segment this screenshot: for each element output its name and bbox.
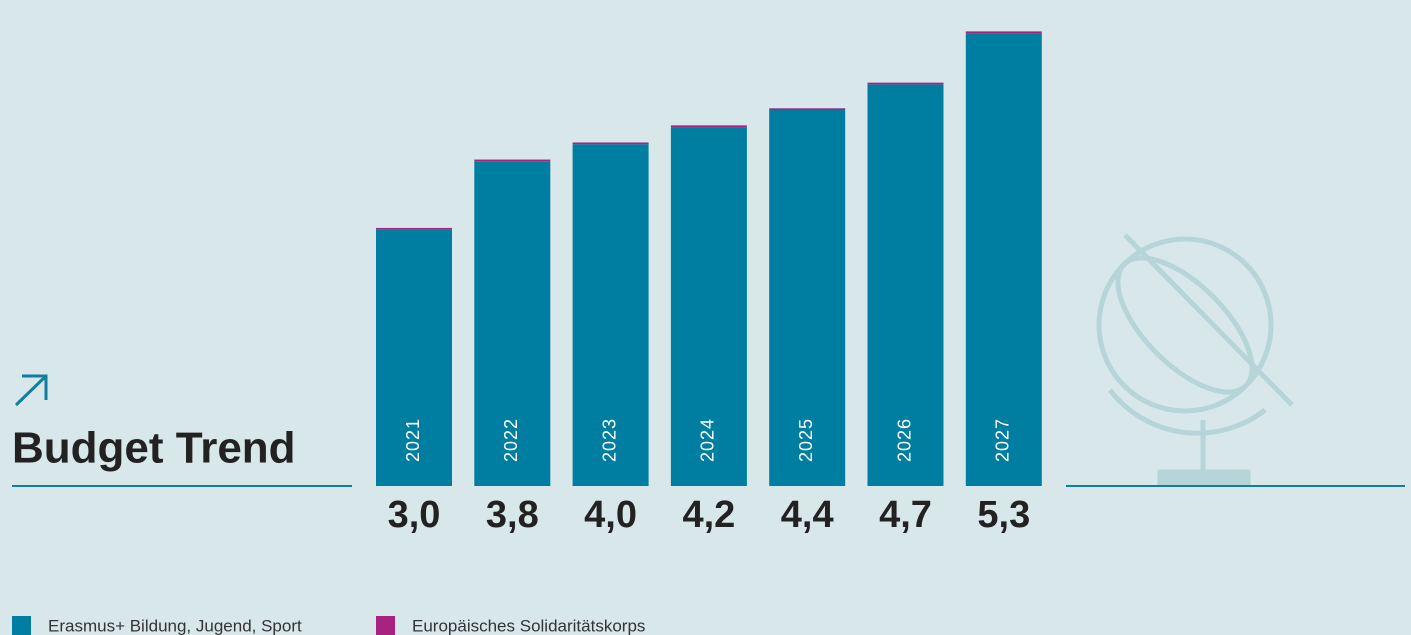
- bar: [671, 125, 747, 127]
- value-label: 4,4: [781, 494, 834, 536]
- legend-label: Erasmus+ Bildung, Jugend, Sport: [48, 616, 302, 635]
- category-label: 2025: [796, 418, 816, 462]
- legend-label: Europäisches Solidaritätskorps: [412, 616, 645, 635]
- value-label: 4,7: [879, 494, 932, 536]
- legend-swatch: [376, 616, 395, 635]
- value-label: 3,8: [486, 494, 539, 536]
- chart: Budget Trend 2021 3,0 2022 3,8 2023 4,0 2024 4,…: [0, 0, 1411, 635]
- bar: [966, 31, 1042, 33]
- value-label: 3,0: [388, 494, 441, 536]
- category-label: 2022: [501, 418, 521, 462]
- bar: [868, 83, 944, 85]
- chart-title: Budget Trend: [12, 424, 296, 473]
- bar: [474, 160, 550, 162]
- category-label: 2024: [698, 418, 718, 462]
- category-label: 2027: [993, 418, 1013, 462]
- category-label: 2021: [403, 418, 423, 462]
- value-label: 4,0: [584, 494, 637, 536]
- category-label: 2026: [894, 418, 914, 462]
- page: Budget Trend 2021 3,0 2022 3,8 2023 4,0 2024 4,…: [0, 0, 1411, 635]
- bar: [376, 228, 452, 230]
- legend-swatch: [12, 616, 31, 635]
- bar: [573, 142, 649, 144]
- value-label: 4,2: [682, 494, 735, 536]
- value-label: 5,3: [977, 494, 1030, 536]
- bar: [769, 108, 845, 110]
- category-label: 2023: [599, 418, 619, 462]
